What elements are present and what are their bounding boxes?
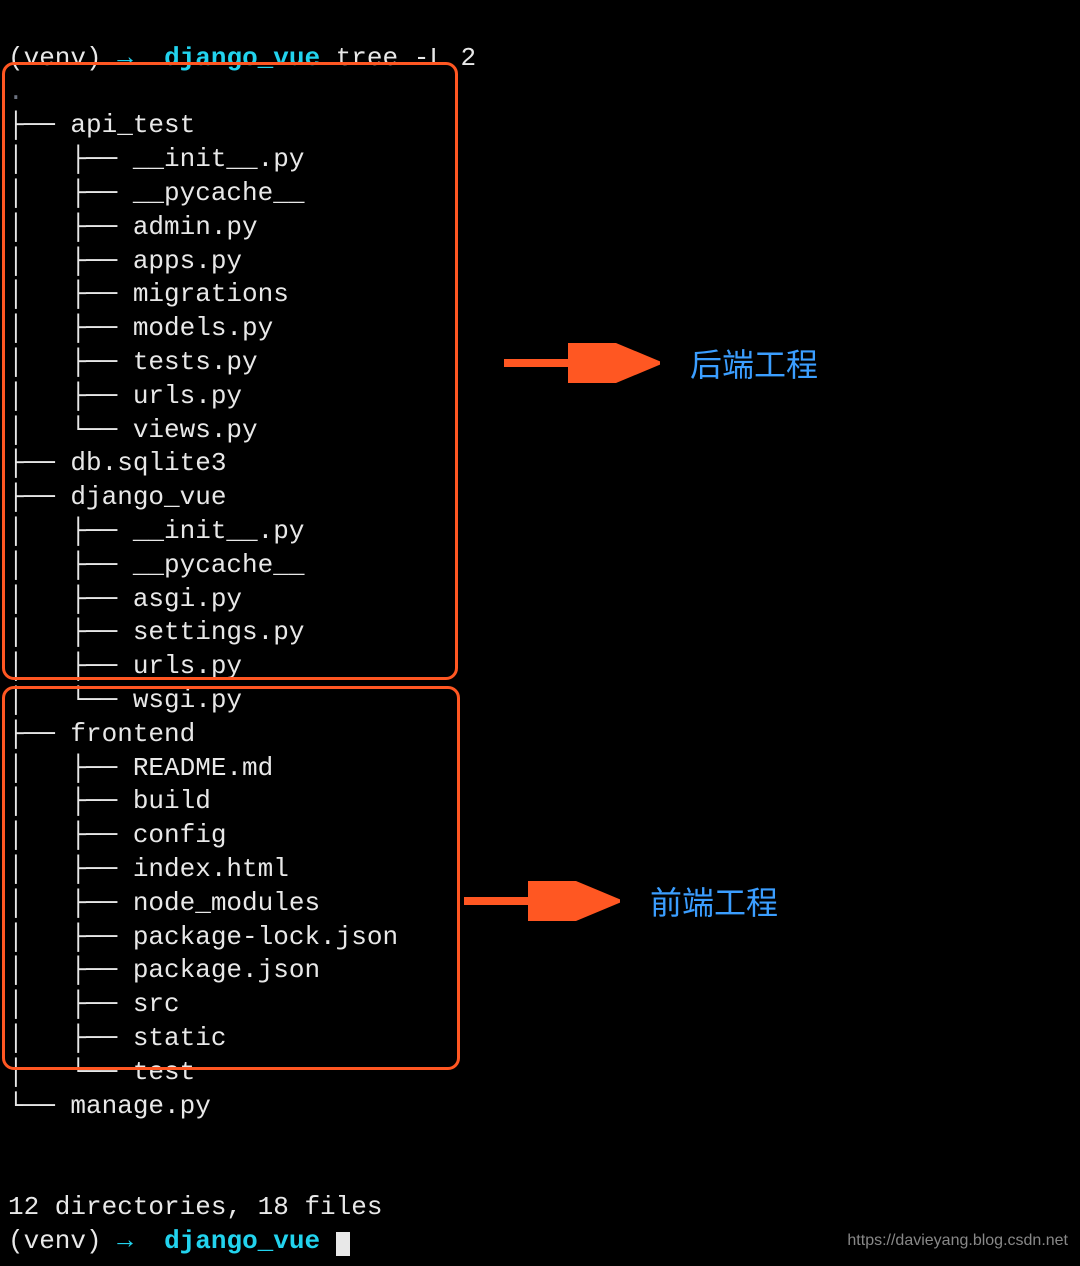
watermark-text: https://davieyang.blog.csdn.net	[847, 1232, 1068, 1250]
venv-indicator: (venv)	[8, 43, 102, 73]
current-dir-2: django_vue	[164, 1226, 320, 1256]
command-text: tree -L 2	[336, 43, 476, 73]
backend-label: 后端工程	[690, 340, 818, 386]
frontend-annotation: 前端工程	[460, 878, 778, 924]
current-dir: django_vue	[164, 43, 320, 73]
prompt-line-1: (venv) → django_vue tree -L 2	[8, 43, 476, 73]
tree-summary: 12 directories, 18 files	[8, 1192, 382, 1222]
prompt-arrow-icon-2: →	[117, 1226, 133, 1256]
tree-body: ├── api_test │ ├── __init__.py │ ├── __p…	[8, 109, 1072, 1123]
arrow-right-icon	[460, 881, 620, 921]
prompt-line-2: (venv) → django_vue	[8, 1226, 350, 1256]
backend-annotation: 后端工程	[500, 340, 818, 386]
frontend-label: 前端工程	[650, 878, 778, 924]
cursor-icon	[336, 1232, 350, 1256]
venv-indicator-2: (venv)	[8, 1226, 102, 1256]
tree-root: .	[8, 77, 24, 107]
terminal-output: (venv) → django_vue tree -L 2 . ├── api_…	[0, 0, 1080, 1266]
arrow-right-icon	[500, 343, 660, 383]
prompt-arrow-icon: →	[117, 43, 133, 73]
blank-line	[8, 1158, 24, 1188]
